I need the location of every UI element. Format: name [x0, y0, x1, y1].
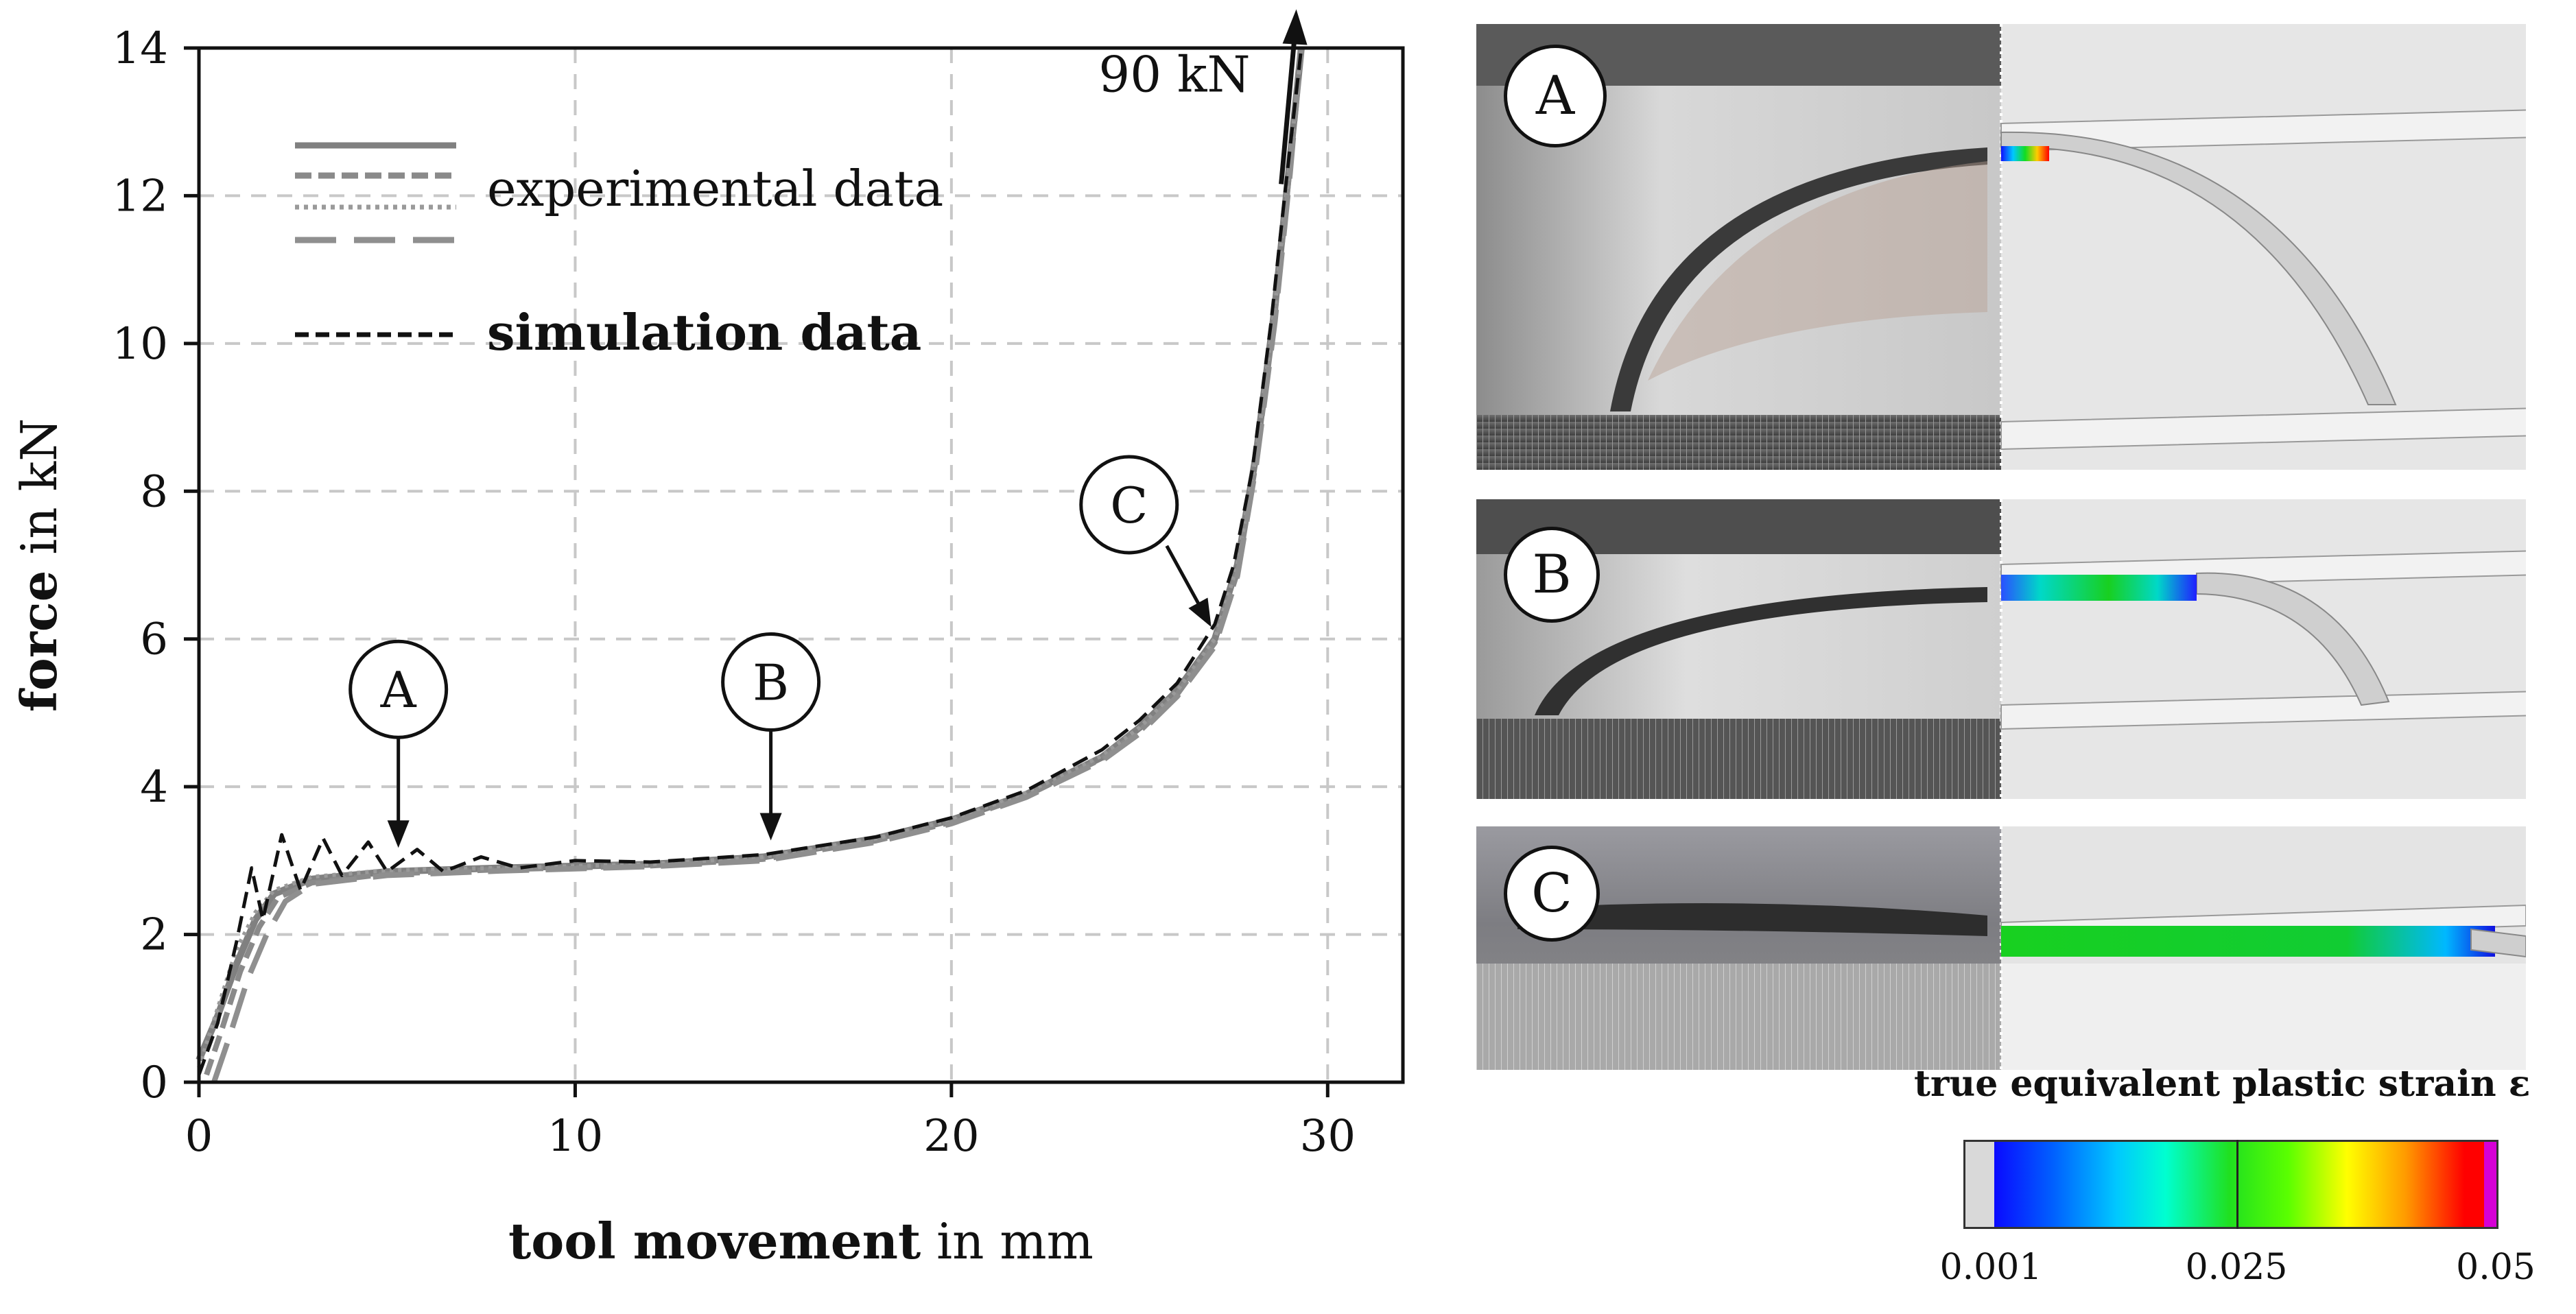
series-simulation	[197, 47, 1303, 1076]
colorbar-title: true equivalent plastic strain ε	[1914, 1063, 2531, 1105]
x-tick-label: 30	[1300, 1111, 1356, 1162]
series-experimental-dotted	[197, 47, 1303, 1068]
y-tick-label: 0	[140, 1058, 168, 1108]
y-tick-label: 4	[140, 762, 168, 813]
chart-legend: experimental data simulation data	[295, 142, 943, 361]
x-axis-label: tool movement in mm	[508, 1212, 1094, 1270]
chart-grid	[199, 48, 1403, 1082]
marker-b-arrowhead	[759, 813, 782, 841]
y-axis-label-bold: force	[10, 571, 68, 713]
colorbar-max-label: 0.05	[2456, 1247, 2536, 1288]
panel-a-badge: A	[1504, 45, 1607, 147]
panel-c-photo-simulation: C	[1476, 826, 2526, 1070]
marker-c-label: C	[1110, 477, 1148, 534]
y-tick-label: 6	[140, 614, 168, 665]
panel-c-image	[1476, 826, 2526, 1070]
series-experimental-longdash	[211, 47, 1304, 1084]
annotation-label: 90 kN	[1098, 45, 1250, 103]
marker-a-arrowhead	[387, 820, 410, 848]
marker-c-arrowhead	[1188, 597, 1212, 628]
marker-a-circle	[348, 639, 449, 739]
y-tick-label: 10	[113, 319, 168, 370]
marker-c-circle	[1079, 455, 1179, 555]
marker-b-circle	[721, 632, 821, 732]
panel-b-photo-simulation: B	[1476, 499, 2526, 799]
x-axis-label-unit: in mm	[921, 1213, 1094, 1270]
colorbar-ramp	[1994, 1142, 2484, 1227]
y-tick-label: 12	[113, 171, 168, 222]
y-tick-label: 14	[113, 23, 168, 74]
colorbar-min-label: 0.001	[1939, 1247, 2042, 1288]
x-tick-label: 0	[185, 1111, 213, 1162]
panel-a-image	[1476, 24, 2526, 470]
x-tick-label: 10	[547, 1111, 603, 1162]
colorbar-over-swatch	[2484, 1142, 2496, 1227]
annotation-arrowhead	[1282, 9, 1308, 45]
y-axis-label: force in kN	[10, 418, 68, 712]
legend-label-simulation: simulation data	[487, 303, 921, 361]
chart-markers: A B C	[348, 455, 1212, 848]
colorbar-mid-line	[2236, 1140, 2238, 1229]
force-displacement-chart: 0 10 20 30 0 2 4 6 8 10 12 14 A B C experimental data…	[10, 9, 1405, 1270]
panel-b-image	[1476, 499, 2526, 799]
force-annotation: 90 kN	[1098, 9, 1308, 184]
x-axis-label-bold: tool movement	[508, 1212, 921, 1270]
panel-c-badge: C	[1504, 846, 1600, 942]
y-axis-label-unit: in kN	[10, 418, 68, 571]
x-tick-label: 20	[923, 1111, 979, 1162]
series-experimental-dashed	[204, 47, 1304, 1076]
colorbar	[1963, 1140, 2498, 1229]
colorbar-gradient	[1963, 1140, 2498, 1229]
marker-b-label: B	[753, 654, 789, 711]
legend-label-experimental: experimental data	[487, 160, 943, 217]
colorbar-under-swatch	[1965, 1142, 1994, 1227]
annotation-arrow	[1279, 33, 1298, 184]
marker-a-label: A	[380, 661, 417, 719]
chart-series	[196, 47, 1305, 1084]
panel-b-badge: B	[1504, 527, 1600, 623]
y-tick-label: 2	[140, 910, 168, 961]
axis-ticks: 0 10 20 30 0 2 4 6 8 10 12 14	[113, 23, 1356, 1162]
y-tick-label: 8	[140, 466, 168, 517]
colorbar-mid-label: 0.025	[2185, 1247, 2288, 1288]
plot-frame	[197, 46, 1405, 1084]
panel-a-photo-simulation: A	[1476, 24, 2526, 470]
